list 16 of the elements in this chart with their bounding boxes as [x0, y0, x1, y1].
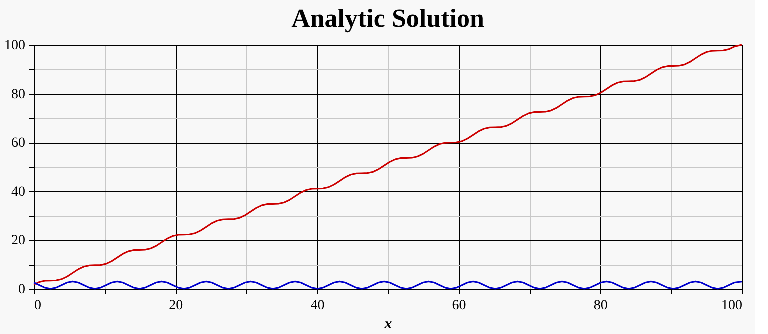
x-tick-label: 40 [310, 298, 325, 314]
x-tick-label: 0 [34, 298, 42, 314]
x-tick-label: 20 [169, 298, 184, 314]
line-series [33, 280, 743, 290]
y-tick-label: 100 [4, 38, 26, 54]
x-tick-label: 60 [452, 298, 466, 314]
y-tick-label: 80 [12, 87, 26, 102]
y-tick-label: 0 [18, 282, 26, 298]
x-axis-title: x [384, 316, 393, 332]
x-tick-label: 80 [594, 298, 608, 314]
y-tick-label: 40 [12, 184, 26, 200]
y-tick-label: 60 [12, 136, 26, 152]
chart-title: Analytic Solution [292, 4, 485, 33]
line-series [33, 44, 743, 286]
y-tick-label: 20 [12, 234, 26, 249]
x-tick-label: 100 [722, 298, 742, 314]
